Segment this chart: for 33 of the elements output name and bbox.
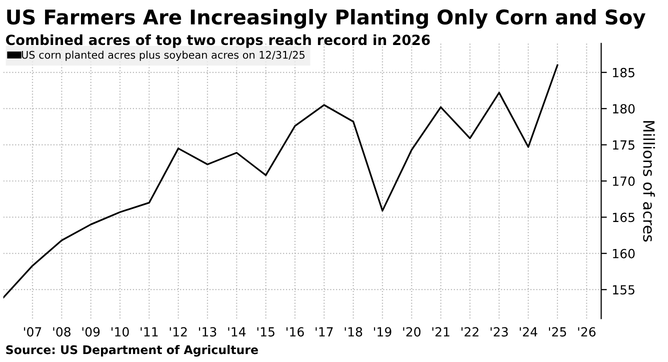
x-tick-label: '07 <box>24 327 42 337</box>
x-tick-label: '24 <box>520 327 538 336</box>
y-tick-label: 165 <box>612 212 634 222</box>
x-tick-label: '18 <box>344 327 362 337</box>
x-tick-label: '09 <box>82 327 100 337</box>
source-note: Source: US Department of Agriculture <box>6 345 258 357</box>
line-series <box>3 64 558 298</box>
x-tick-label: '16 <box>286 327 304 337</box>
x-tick-label: '22 <box>461 327 478 336</box>
x-tick-label: '11 <box>140 327 158 336</box>
y-tick-label: 175 <box>612 140 634 150</box>
y-tick-label: 185 <box>612 68 634 78</box>
x-tick-label: '23 <box>490 327 508 337</box>
x-tick-label: '12 <box>170 327 187 336</box>
chart-title: US Farmers Are Increasingly Planting Only Corn and Soy <box>7 9 646 29</box>
x-tick-label: '26 <box>578 327 596 337</box>
x-tick-label: '20 <box>403 327 420 337</box>
x-tick-label: '25 <box>548 327 566 337</box>
x-tick-label: '10 <box>112 327 129 337</box>
x-tick-label: '19 <box>374 327 392 337</box>
chart-subtitle: Combined acres of top two crops reach record in 2026 <box>6 34 430 48</box>
x-tick-label: '08 <box>53 327 70 337</box>
y-axis-title: Millions of acres <box>643 121 655 242</box>
y-tick-label: 155 <box>612 285 634 295</box>
x-tick-label: '21 <box>432 327 450 336</box>
x-tick-label: '13 <box>199 327 216 337</box>
x-tick-label: '14 <box>228 327 246 336</box>
y-tick-label: 180 <box>612 104 635 114</box>
x-tick-label: '17 <box>316 327 333 336</box>
legend-label: US corn planted acres plus soybean acres on 12/31/25 <box>22 50 305 61</box>
x-tick-label: '15 <box>257 327 274 337</box>
y-tick-label: 170 <box>612 176 635 186</box>
y-tick-label: 160 <box>612 248 635 258</box>
